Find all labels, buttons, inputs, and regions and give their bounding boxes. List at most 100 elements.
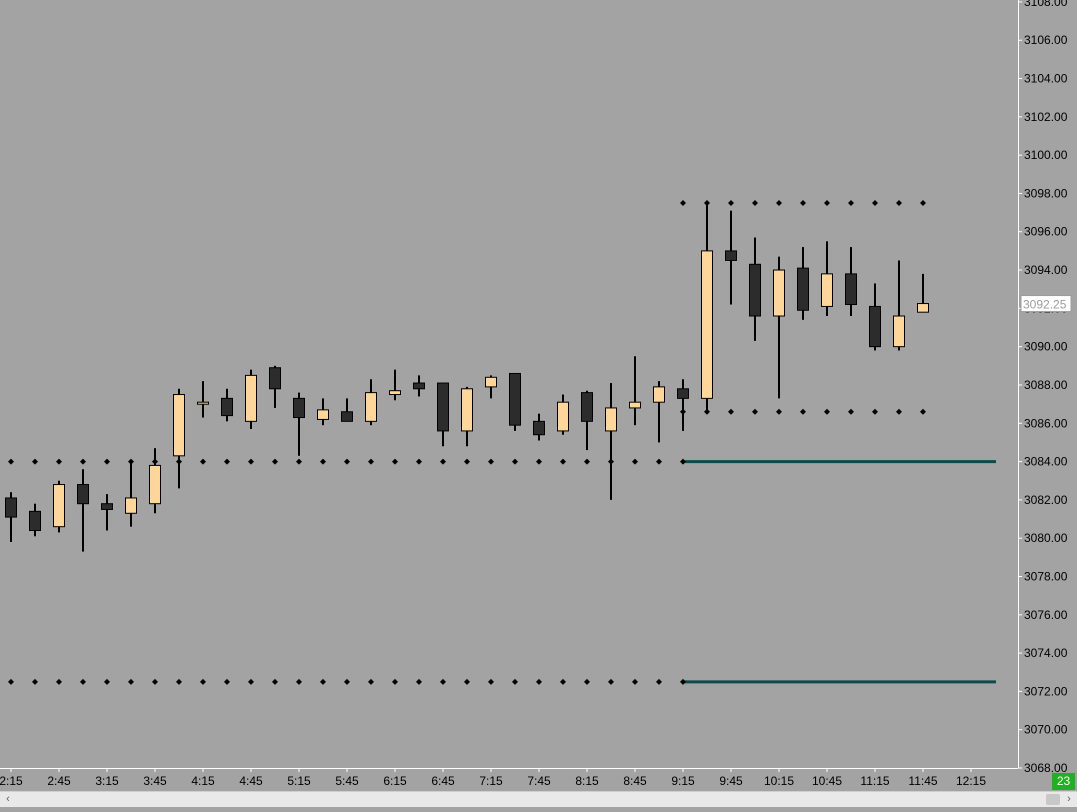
level-dot xyxy=(584,458,590,465)
level-dot xyxy=(536,458,542,465)
level-dot xyxy=(8,458,14,465)
candle-body-up xyxy=(485,376,497,388)
level-dot xyxy=(800,200,806,207)
level-dot xyxy=(512,678,518,685)
level-dot xyxy=(632,678,638,685)
y-tick-label: 3086.00 xyxy=(1024,416,1068,430)
level-dot xyxy=(560,458,566,465)
level-dot xyxy=(752,408,758,415)
x-tick-label: 6:15 xyxy=(383,774,407,788)
level-dot xyxy=(776,200,782,207)
last-price-box xyxy=(1020,295,1072,313)
scroll-thumb[interactable] xyxy=(1046,794,1060,805)
level-dot xyxy=(224,678,230,685)
y-tick-label: 3106.00 xyxy=(1024,33,1068,47)
level-dot xyxy=(392,678,398,685)
level-dot xyxy=(104,458,110,465)
candle-body-up xyxy=(389,390,401,396)
level-dot xyxy=(872,408,878,415)
level-dot xyxy=(56,678,62,685)
candle-body-down xyxy=(677,388,689,399)
level-dot xyxy=(392,458,398,465)
candle-body-up xyxy=(557,401,569,432)
y-tick-label: 3072.00 xyxy=(1024,684,1068,698)
y-tick-label: 3070.00 xyxy=(1024,723,1068,737)
scroll-right-arrow-icon[interactable]: › xyxy=(1067,793,1071,805)
level-dot xyxy=(608,678,614,685)
level-dot xyxy=(848,200,854,207)
candle-body-up xyxy=(53,484,65,528)
candle-body-up xyxy=(821,273,833,307)
candle-body-down xyxy=(77,484,89,505)
candle-body-up xyxy=(317,409,329,420)
y-tick-label: 3090.00 xyxy=(1024,340,1068,354)
level-dot xyxy=(224,458,230,465)
candle-body-down xyxy=(5,497,17,518)
level-dot xyxy=(80,678,86,685)
y-tick-label: 3076.00 xyxy=(1024,608,1068,622)
x-tick-label: 3:15 xyxy=(95,774,119,788)
y-tick-label: 3082.00 xyxy=(1024,493,1068,507)
level-dot xyxy=(656,458,662,465)
x-tick-label: 5:15 xyxy=(287,774,311,788)
level-dot xyxy=(344,458,350,465)
level-dot xyxy=(824,200,830,207)
level-dot xyxy=(56,458,62,465)
x-tick-label: 4:15 xyxy=(191,774,215,788)
x-tick-label: 12:15 xyxy=(956,774,986,788)
level-dot xyxy=(368,678,374,685)
x-tick-label: 9:15 xyxy=(671,774,695,788)
candle-body-down xyxy=(293,397,305,419)
level-dot xyxy=(176,678,182,685)
x-tick-label: 3:45 xyxy=(143,774,167,788)
scroll-left-arrow-icon[interactable]: ‹ xyxy=(6,793,10,805)
level-dot xyxy=(200,458,206,465)
x-tick-label: 8:45 xyxy=(623,774,647,788)
level-dot xyxy=(680,678,686,685)
level-dot xyxy=(416,678,422,685)
candle-body-up xyxy=(197,401,209,405)
y-tick-label: 3108.00 xyxy=(1024,0,1068,9)
x-tick-label: 11:45 xyxy=(908,774,937,788)
level-dot xyxy=(440,678,446,685)
level-dot xyxy=(344,678,350,685)
level-dot xyxy=(464,678,470,685)
level-dot xyxy=(920,408,926,415)
level-dot xyxy=(872,200,878,207)
y-tick-label: 3074.00 xyxy=(1024,646,1068,660)
level-dot xyxy=(272,678,278,685)
candle-body-down xyxy=(845,273,857,306)
level-dot xyxy=(512,458,518,465)
level-dot xyxy=(584,678,590,685)
x-tick-label: 10:45 xyxy=(812,774,842,788)
candle-body-up xyxy=(245,374,257,422)
level-dot xyxy=(104,678,110,685)
level-dot xyxy=(320,458,326,465)
x-tick-label: 2:15 xyxy=(0,774,23,788)
level-dot xyxy=(896,408,902,415)
x-tick-label: 9:45 xyxy=(719,774,743,788)
x-tick-label: 4:45 xyxy=(239,774,263,788)
horizontal-scrollbar[interactable]: ‹ › xyxy=(0,791,1077,807)
candle-body-down xyxy=(413,382,425,390)
candle-body-up xyxy=(701,250,713,399)
y-tick-label: 3104.00 xyxy=(1024,72,1068,86)
level-dot xyxy=(440,458,446,465)
x-tick-label: 5:45 xyxy=(335,774,359,788)
level-dot xyxy=(776,408,782,415)
candle-body-down xyxy=(581,392,593,422)
candle-body-down xyxy=(29,510,41,532)
level-dot xyxy=(248,678,254,685)
y-tick-label: 3098.00 xyxy=(1024,186,1068,200)
level-dot xyxy=(824,408,830,415)
candle-body-down xyxy=(725,250,737,261)
level-dot xyxy=(8,678,14,685)
level-dot xyxy=(80,458,86,465)
level-dot xyxy=(248,458,254,465)
level-dot xyxy=(680,458,686,465)
candle-body-down xyxy=(341,411,353,422)
candle-body-down xyxy=(269,367,281,390)
y-tick-label: 3084.00 xyxy=(1024,455,1068,469)
